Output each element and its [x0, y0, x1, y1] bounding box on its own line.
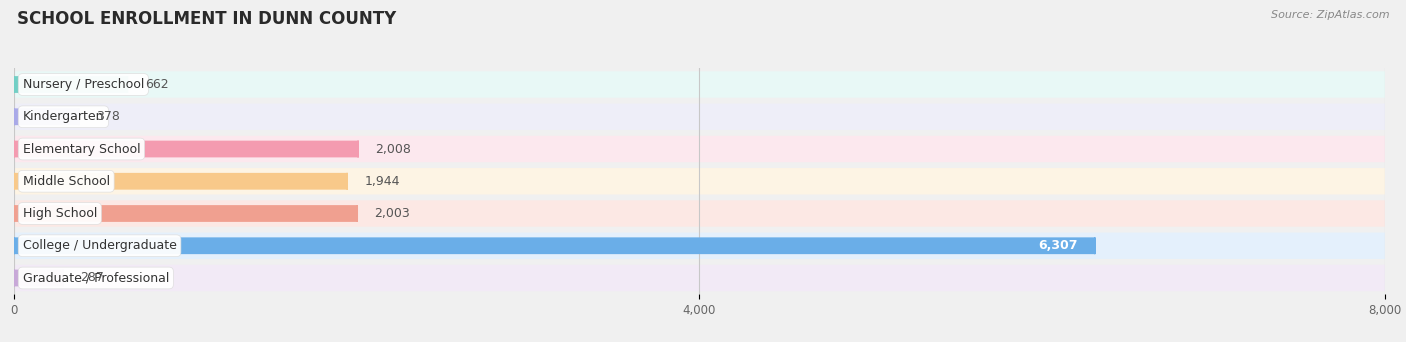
FancyBboxPatch shape — [14, 265, 1385, 291]
Text: Graduate / Professional: Graduate / Professional — [22, 272, 169, 285]
FancyBboxPatch shape — [14, 237, 1095, 254]
Text: 2,003: 2,003 — [374, 207, 411, 220]
FancyBboxPatch shape — [14, 76, 128, 93]
Text: College / Undergraduate: College / Undergraduate — [22, 239, 177, 252]
Text: 662: 662 — [145, 78, 169, 91]
FancyBboxPatch shape — [14, 233, 1385, 259]
Text: Nursery / Preschool: Nursery / Preschool — [22, 78, 143, 91]
FancyBboxPatch shape — [14, 136, 1385, 162]
FancyBboxPatch shape — [14, 141, 359, 157]
FancyBboxPatch shape — [14, 71, 1385, 98]
FancyBboxPatch shape — [14, 173, 347, 190]
Text: 6,307: 6,307 — [1038, 239, 1077, 252]
FancyBboxPatch shape — [14, 168, 1385, 195]
Text: Middle School: Middle School — [22, 175, 110, 188]
Text: SCHOOL ENROLLMENT IN DUNN COUNTY: SCHOOL ENROLLMENT IN DUNN COUNTY — [17, 10, 396, 28]
Text: Source: ZipAtlas.com: Source: ZipAtlas.com — [1271, 10, 1389, 20]
FancyBboxPatch shape — [14, 205, 357, 222]
Text: 2,008: 2,008 — [375, 143, 411, 156]
Text: 287: 287 — [80, 272, 104, 285]
Text: Kindergarten: Kindergarten — [22, 110, 104, 123]
FancyBboxPatch shape — [14, 200, 1385, 227]
Text: Elementary School: Elementary School — [22, 143, 141, 156]
Text: 378: 378 — [96, 110, 120, 123]
Text: High School: High School — [22, 207, 97, 220]
Text: 1,944: 1,944 — [364, 175, 399, 188]
FancyBboxPatch shape — [14, 108, 79, 125]
FancyBboxPatch shape — [14, 104, 1385, 130]
FancyBboxPatch shape — [14, 269, 63, 286]
